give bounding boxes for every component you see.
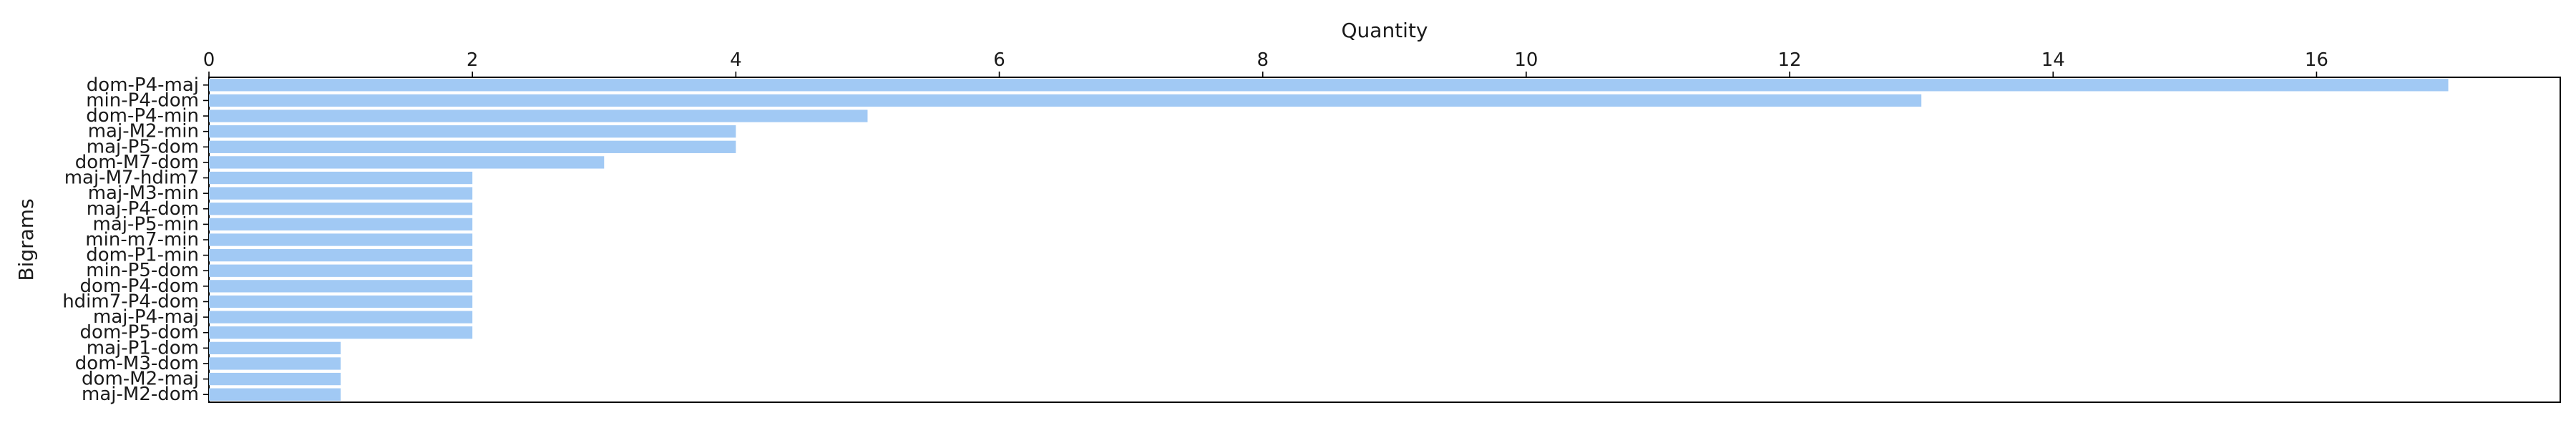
y-tick-label: min-P5-dom bbox=[86, 260, 199, 281]
y-tick-label: maj-P5-dom bbox=[87, 136, 199, 157]
bar-dom-M2-maj bbox=[209, 372, 341, 386]
y-tick-label: dom-P4-min bbox=[86, 105, 199, 127]
y-tick-label: min-m7-min bbox=[85, 229, 199, 250]
x-ticks-group: 0 2 4 6 8 10 12 14 16 bbox=[203, 49, 2328, 77]
y-tick-label: dom-M7-dom bbox=[75, 152, 199, 173]
bar-maj-P5-min bbox=[209, 218, 473, 231]
bar-dom-P5-dom bbox=[209, 326, 473, 339]
x-tick-label: 8 bbox=[1257, 49, 1269, 71]
bar-maj-M7-hdim7 bbox=[209, 171, 473, 185]
y-axis-label: Bigrams bbox=[14, 198, 38, 281]
bar-dom-P4-min bbox=[209, 110, 868, 122]
y-tick-label: maj-M7-hdim7 bbox=[64, 167, 199, 189]
bar-maj-P4-dom bbox=[209, 203, 473, 215]
y-categories-group: dom-P4-majmin-P4-domdom-P4-minmaj-M2-min… bbox=[62, 74, 209, 405]
y-tick-label: hdim7-P4-dom bbox=[62, 291, 199, 312]
y-tick-label: maj-P1-dom bbox=[87, 337, 199, 359]
x-tick-label: 0 bbox=[203, 49, 215, 71]
y-tick-label: dom-P4-maj bbox=[87, 74, 199, 96]
y-tick-label: maj-P4-dom bbox=[87, 198, 199, 220]
y-tick-label: min-P4-dom bbox=[86, 89, 199, 111]
x-axis-label: Quantity bbox=[1342, 19, 1428, 42]
bar-dom-M3-dom bbox=[209, 357, 341, 370]
x-tick-label: 2 bbox=[467, 49, 479, 71]
bar-maj-M2-min bbox=[209, 125, 736, 138]
y-tick-label: maj-P4-maj bbox=[93, 306, 199, 328]
bar-dom-P1-min bbox=[209, 248, 473, 262]
x-tick-label: 6 bbox=[993, 49, 1005, 71]
y-tick-label: dom-P1-min bbox=[86, 245, 199, 266]
bar-min-P5-dom bbox=[209, 264, 473, 277]
x-tick-label: 10 bbox=[1514, 49, 1538, 71]
bar-maj-M2-dom bbox=[209, 388, 341, 401]
y-tick-label: maj-M2-min bbox=[88, 121, 199, 142]
y-tick-label: dom-M3-dom bbox=[75, 353, 199, 374]
y-tick-label: maj-M3-min bbox=[88, 183, 199, 204]
bar-dom-P4-dom bbox=[209, 280, 473, 293]
bars-group bbox=[209, 79, 2449, 401]
x-tick-label: 4 bbox=[730, 49, 742, 71]
y-tick-label: maj-P5-min bbox=[93, 213, 200, 235]
bar-min-m7-min bbox=[209, 233, 473, 246]
x-tick-label: 14 bbox=[2041, 49, 2065, 71]
y-tick-label: dom-M2-maj bbox=[82, 369, 199, 390]
bar-hdim7-P4-dom bbox=[209, 295, 473, 308]
bar-maj-M3-min bbox=[209, 187, 473, 200]
x-tick-label: 12 bbox=[1778, 49, 1802, 71]
y-tick-label: dom-P5-dom bbox=[80, 322, 199, 344]
bar-dom-P4-maj bbox=[209, 79, 2449, 92]
bar-dom-M7-dom bbox=[209, 156, 605, 169]
x-tick-label: 16 bbox=[2305, 49, 2328, 71]
bar-maj-P1-dom bbox=[209, 341, 341, 354]
y-tick-label: dom-P4-dom bbox=[80, 276, 199, 297]
bar-maj-P5-dom bbox=[209, 140, 736, 153]
bar-min-P4-dom bbox=[209, 94, 1922, 107]
y-tick-label: maj-M2-dom bbox=[82, 384, 199, 405]
bar-maj-P4-maj bbox=[209, 311, 473, 323]
